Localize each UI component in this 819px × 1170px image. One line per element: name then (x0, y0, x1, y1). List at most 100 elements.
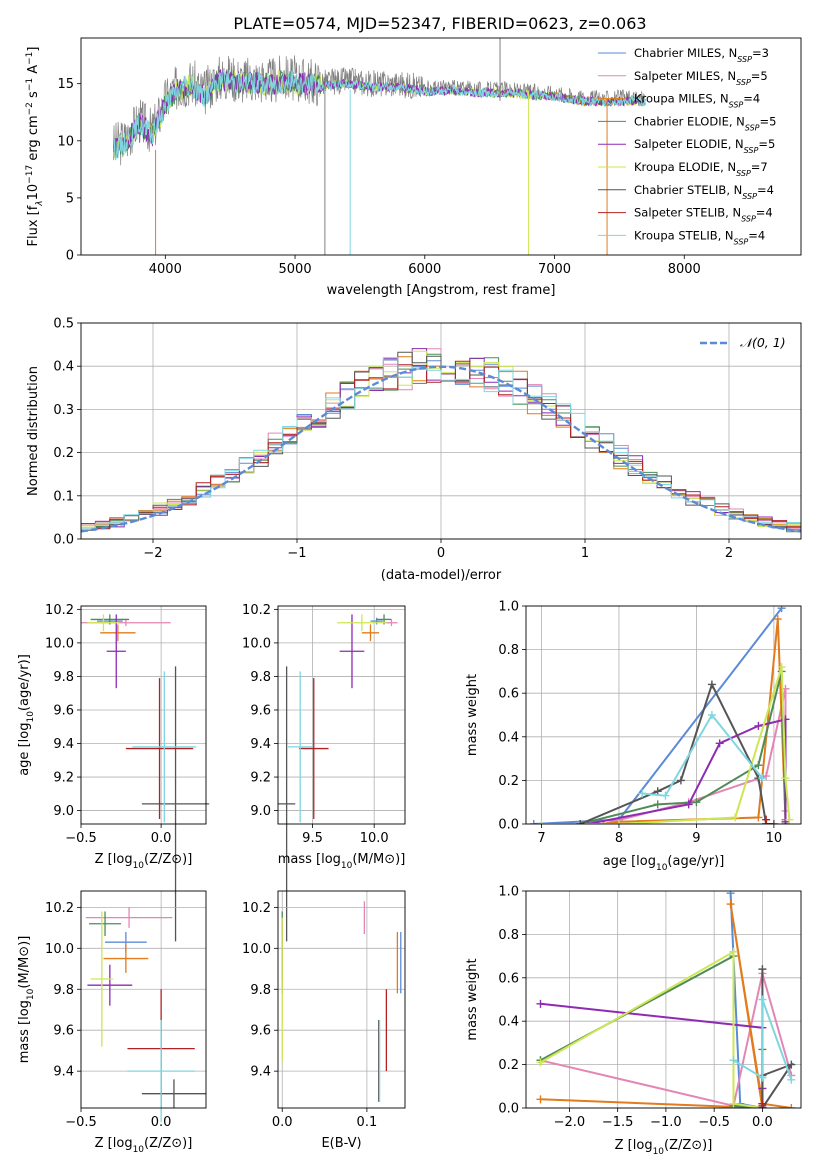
weight-marker (692, 798, 701, 807)
legend-label: Chabrier STELIB, NSSP=4 (634, 183, 774, 201)
legend-label: Chabrier ELODIE, NSSP=5 (634, 114, 776, 131)
x-tick-label: 0.1 (357, 1115, 378, 1130)
error-bar-point (278, 666, 296, 942)
weight-marker (754, 761, 763, 770)
axes-frame (80, 890, 207, 1109)
y-tick-label: 9.2 (250, 771, 271, 786)
x-tick-label: 10 (766, 831, 783, 846)
weight-line-salpeter_miles (540, 973, 793, 1108)
error-bar-point (141, 1079, 206, 1108)
weight-marker (684, 800, 693, 809)
y-axis-label: age [log10(age/yr)] (17, 654, 36, 776)
spectrum-lines (112, 38, 646, 255)
error-bar-point (103, 944, 149, 973)
histograms (81, 348, 801, 534)
y-tick-label: 9.0 (53, 804, 74, 819)
y-tick-label: 1.0 (498, 600, 519, 615)
weight-marker (536, 1058, 545, 1067)
y-tick-label: 9.4 (250, 1065, 271, 1080)
y-tick-label: 0.3 (53, 403, 74, 418)
legend-label: Salpeter MILES, NSSP=5 (634, 69, 768, 87)
y-tick-label: 9.4 (250, 737, 271, 752)
x-tick-label: 0.0 (752, 1115, 773, 1130)
weight-marker (754, 813, 763, 822)
x-axis-label: (data-model)/error (381, 568, 502, 583)
x-tick-label: 10.0 (360, 831, 389, 846)
weight-marker (762, 815, 771, 824)
y-tick-label: 0.8 (498, 643, 519, 658)
error-bar-point (132, 671, 197, 823)
y-axis-label: mass weight (465, 674, 480, 756)
axes-frame (80, 37, 802, 256)
x-tick-label: −1 (287, 546, 306, 561)
x-tick-label: 7 (537, 831, 545, 846)
weight-marker (777, 663, 786, 672)
axes-frame (80, 322, 802, 540)
weight-marker (758, 965, 767, 974)
x-tick-label: 9 (692, 831, 700, 846)
y-tick-label: 9.8 (53, 983, 74, 998)
x-axis-label: Z [log10(Z/Z⊙)] (615, 1138, 713, 1157)
y-tick-label: 9.2 (53, 771, 74, 786)
weight-marker (758, 774, 767, 783)
panel-age-vs-z: −0.5 0.0 9.0 9.2 9.4 9.6 9.8 10.0 10.2 Z [log10(Z… (17, 603, 210, 942)
weight-line-kroupa_elodie (541, 666, 791, 824)
error-bar-point (287, 671, 313, 823)
weight-marker (638, 789, 647, 798)
panel-spectrum: 4000 5000 6000 7000 8000 0 5 10 15 wavelength [An… (25, 37, 802, 298)
weight-marker (729, 947, 738, 956)
panel-weight-vs-z: −2.0 −1.5 −1.0 −0.5 0.0 0.0 0.2 0.4 0.6 0.8 1.0 Z [… (465, 885, 802, 1157)
weight-marker (536, 999, 545, 1008)
x-tick-label: −0.5 (698, 1115, 730, 1130)
y-tick-label: 0.6 (498, 971, 519, 986)
x-tick-label: 0.0 (272, 1115, 293, 1130)
error-bar-point (100, 624, 136, 642)
histogram-kroupa_stelib (81, 357, 801, 529)
observed-spectrum (113, 55, 646, 166)
weight-marker (758, 995, 767, 1004)
y-axis-label: mass [log10(M/M⊙)] (17, 936, 36, 1064)
spectrum-legend: Chabrier MILES, NSSP=3 Salpeter MILES, NS… (598, 46, 776, 246)
y-tick-label: 10 (57, 134, 74, 149)
y-tick-label: 9.0 (250, 804, 271, 819)
error-bar-point (298, 678, 329, 819)
weight-marker (726, 900, 735, 909)
x-axis-label: Z [log10(Z/Z⊙)] (95, 1136, 193, 1155)
error-bars (278, 614, 398, 942)
y-tick-label: 0.0 (53, 533, 74, 548)
weight-line-salpeter_elodie (540, 1002, 764, 1106)
x-axis-label: age [log10(age/yr)] (603, 854, 725, 873)
x-tick-label: 0.0 (151, 1115, 172, 1130)
panel-mass-vs-z: −0.5 0.0 9.4 9.6 9.8 10.0 10.2 Z [log10(Z/Z⊙)] m… (17, 890, 207, 1155)
x-axis-label: wavelength [Angstrom, rest frame] (327, 283, 556, 298)
x-tick-label: −0.5 (65, 1115, 97, 1130)
model-spectrum-kroupa_stelib (112, 68, 646, 161)
weight-marker (729, 1099, 738, 1108)
y-tick-label: 10.2 (45, 603, 74, 618)
error-bar-point (106, 614, 126, 689)
legend-label: Chabrier MILES, NSSP=3 (634, 46, 769, 64)
y-tick-label: 9.6 (53, 1024, 74, 1039)
panel-weight-vs-age: 7 8 9 10 0.0 0.2 0.4 0.6 0.8 1.0 age [log10(age/yr… (465, 600, 802, 873)
error-bar-point (337, 614, 387, 632)
weight-marker (707, 680, 716, 689)
y-tick-label: 0.1 (53, 489, 74, 504)
axes-frame (277, 890, 406, 1109)
y-tick-label: 10.0 (45, 942, 74, 957)
y-tick-label: 0.2 (53, 446, 74, 461)
error-bar-point (89, 911, 122, 937)
y-tick-label: 0.0 (498, 818, 519, 833)
x-tick-label: 8000 (668, 262, 701, 277)
weight-marker (758, 1073, 767, 1082)
x-axis-label: mass [log10(M/M⊙)] (278, 852, 406, 871)
error-bars (85, 907, 206, 1123)
weight-line-kroupa_stelib (642, 713, 764, 797)
x-axis-label: Z [log10(Z/Z⊙)] (95, 852, 193, 871)
weight-marker (614, 820, 623, 824)
y-tick-label: 9.4 (53, 737, 74, 752)
y-tick-label: 0 (66, 249, 74, 264)
panel-mass-vs-ebv: 0.0 0.1 9.4 9.6 9.8 10.0 10.2 E(B-V) (242, 890, 406, 1151)
y-tick-label: 10.0 (242, 636, 271, 651)
y-tick-label: 0.4 (498, 1015, 519, 1030)
